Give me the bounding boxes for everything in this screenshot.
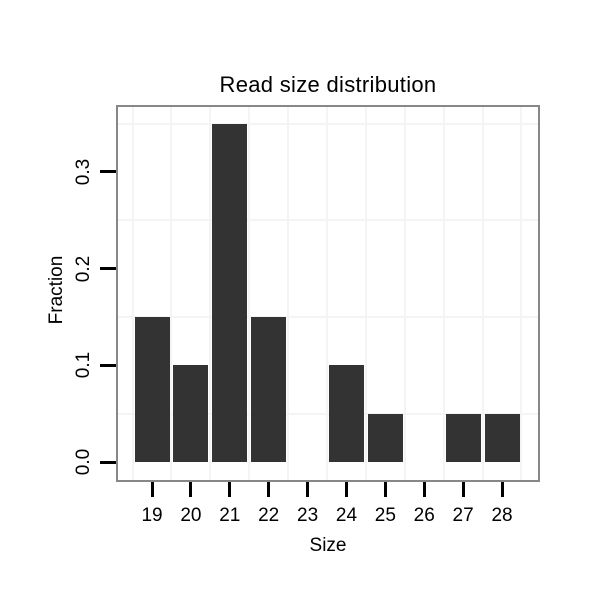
x-tick-label: 22 xyxy=(258,505,280,526)
x-tick-label: 25 xyxy=(374,505,396,526)
grid-layer xyxy=(118,107,538,480)
gridline-vertical xyxy=(248,107,251,480)
x-tick-label: 19 xyxy=(141,505,163,526)
x-tick xyxy=(344,482,348,497)
gridline-vertical xyxy=(131,107,134,480)
x-tick xyxy=(383,482,387,497)
bar xyxy=(251,316,287,462)
x-tick xyxy=(306,482,310,497)
x-tick-label: 24 xyxy=(335,505,358,526)
gridline-horizontal xyxy=(118,122,538,125)
gridline-vertical xyxy=(326,107,329,480)
gridline-vertical xyxy=(403,107,406,480)
y-tick-label: 0.3 xyxy=(73,158,94,186)
x-tick xyxy=(500,482,504,497)
x-axis-title: Size xyxy=(309,535,347,556)
gridline-horizontal xyxy=(118,219,538,222)
gridline-vertical xyxy=(520,107,523,480)
gridline-vertical xyxy=(442,107,445,480)
gridline-vertical xyxy=(170,107,173,480)
x-tick-label: 27 xyxy=(452,505,474,526)
x-tick xyxy=(422,482,426,497)
x-tick-label: 28 xyxy=(491,505,513,526)
bar xyxy=(328,365,364,462)
y-tick-label: 0.1 xyxy=(73,352,94,379)
x-tick-label: 20 xyxy=(180,505,202,526)
chart-title: Read size distribution xyxy=(219,72,437,97)
bar xyxy=(484,413,520,462)
gridline-vertical xyxy=(209,107,212,480)
x-tick xyxy=(461,482,465,497)
bar xyxy=(212,123,248,462)
x-tick xyxy=(228,482,232,497)
gridline-vertical xyxy=(481,107,484,480)
plot-panel xyxy=(116,105,540,482)
y-tick xyxy=(100,267,116,271)
x-tick-label: 21 xyxy=(219,505,241,526)
gridline-vertical xyxy=(287,107,290,480)
y-tick xyxy=(100,460,116,464)
x-tick-label: 26 xyxy=(413,505,435,526)
gridline-horizontal xyxy=(118,412,538,415)
y-tick-label: 0.0 xyxy=(73,448,94,476)
bar xyxy=(134,316,170,462)
y-tick-label: 0.2 xyxy=(73,255,94,282)
bar xyxy=(445,413,481,462)
y-tick xyxy=(100,363,116,367)
bar xyxy=(173,365,209,462)
gridline-vertical xyxy=(364,107,367,480)
bar xyxy=(367,413,403,462)
x-tick xyxy=(189,482,193,497)
x-tick xyxy=(150,482,154,497)
y-tick xyxy=(100,170,116,174)
x-tick-label: 23 xyxy=(297,505,319,526)
bars-layer xyxy=(118,107,538,480)
gridline-horizontal xyxy=(118,315,538,318)
x-tick xyxy=(267,482,271,497)
y-axis-title: Fraction xyxy=(46,255,67,325)
